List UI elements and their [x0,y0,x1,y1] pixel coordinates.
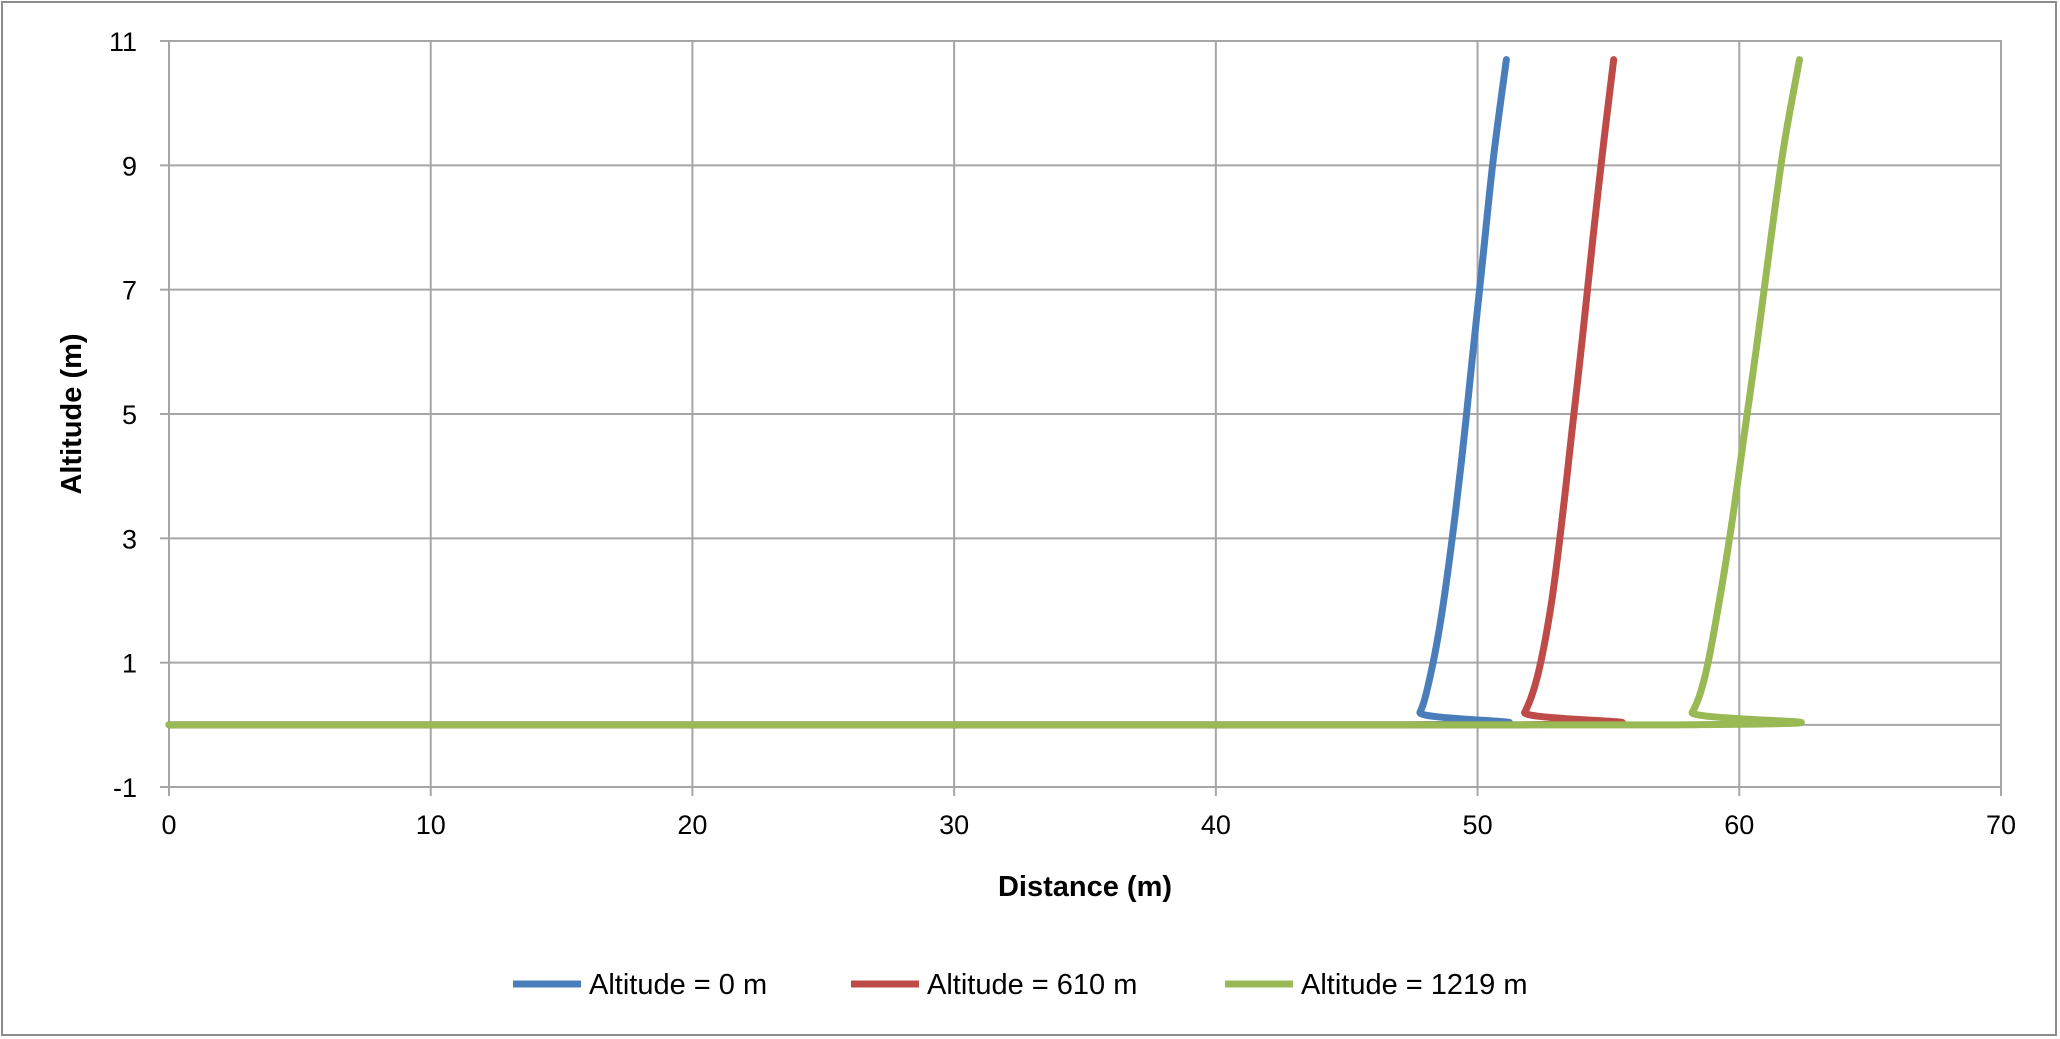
x-tick-label: 40 [1201,810,1231,840]
legend-label-3: Altitude = 1219 m [1301,969,1528,1001]
x-tick-label: 70 [1986,810,2016,840]
x-tick-label: 50 [1463,810,1493,840]
x-axis-tick-labels: 0 10 20 30 40 50 60 70 [161,787,2016,840]
legend: Altitude = 0 m Altitude = 610 m Altitude =… [513,969,1528,1001]
x-axis-title: Distance (m) [998,871,1172,903]
y-tick-label: 3 [122,524,137,554]
x-tick-label: 10 [416,810,446,840]
y-tick-label: 1 [122,649,137,679]
y-tick-label: 9 [122,151,137,181]
y-tick-label: 7 [122,276,137,306]
x-tick-label: 30 [939,810,969,840]
series-group [165,56,1805,729]
y-axis-tick-labels: -1 1 3 5 7 9 11 [109,27,169,803]
gridlines [168,40,2002,788]
y-tick-label: 5 [122,400,137,430]
legend-label-2: Altitude = 610 m [927,969,1137,1001]
y-tick-label: -1 [113,773,137,803]
series-line-2 [165,56,1626,729]
series-line-3 [165,56,1805,729]
legend-label-1: Altitude = 0 m [589,969,767,1001]
y-tick-label: 11 [109,27,137,57]
x-tick-label: 60 [1724,810,1754,840]
y-axis-title: Altitude (m) [56,333,88,494]
series-line-1 [165,56,1513,729]
x-tick-label: 20 [677,810,707,840]
x-tick-label: 0 [161,810,176,840]
